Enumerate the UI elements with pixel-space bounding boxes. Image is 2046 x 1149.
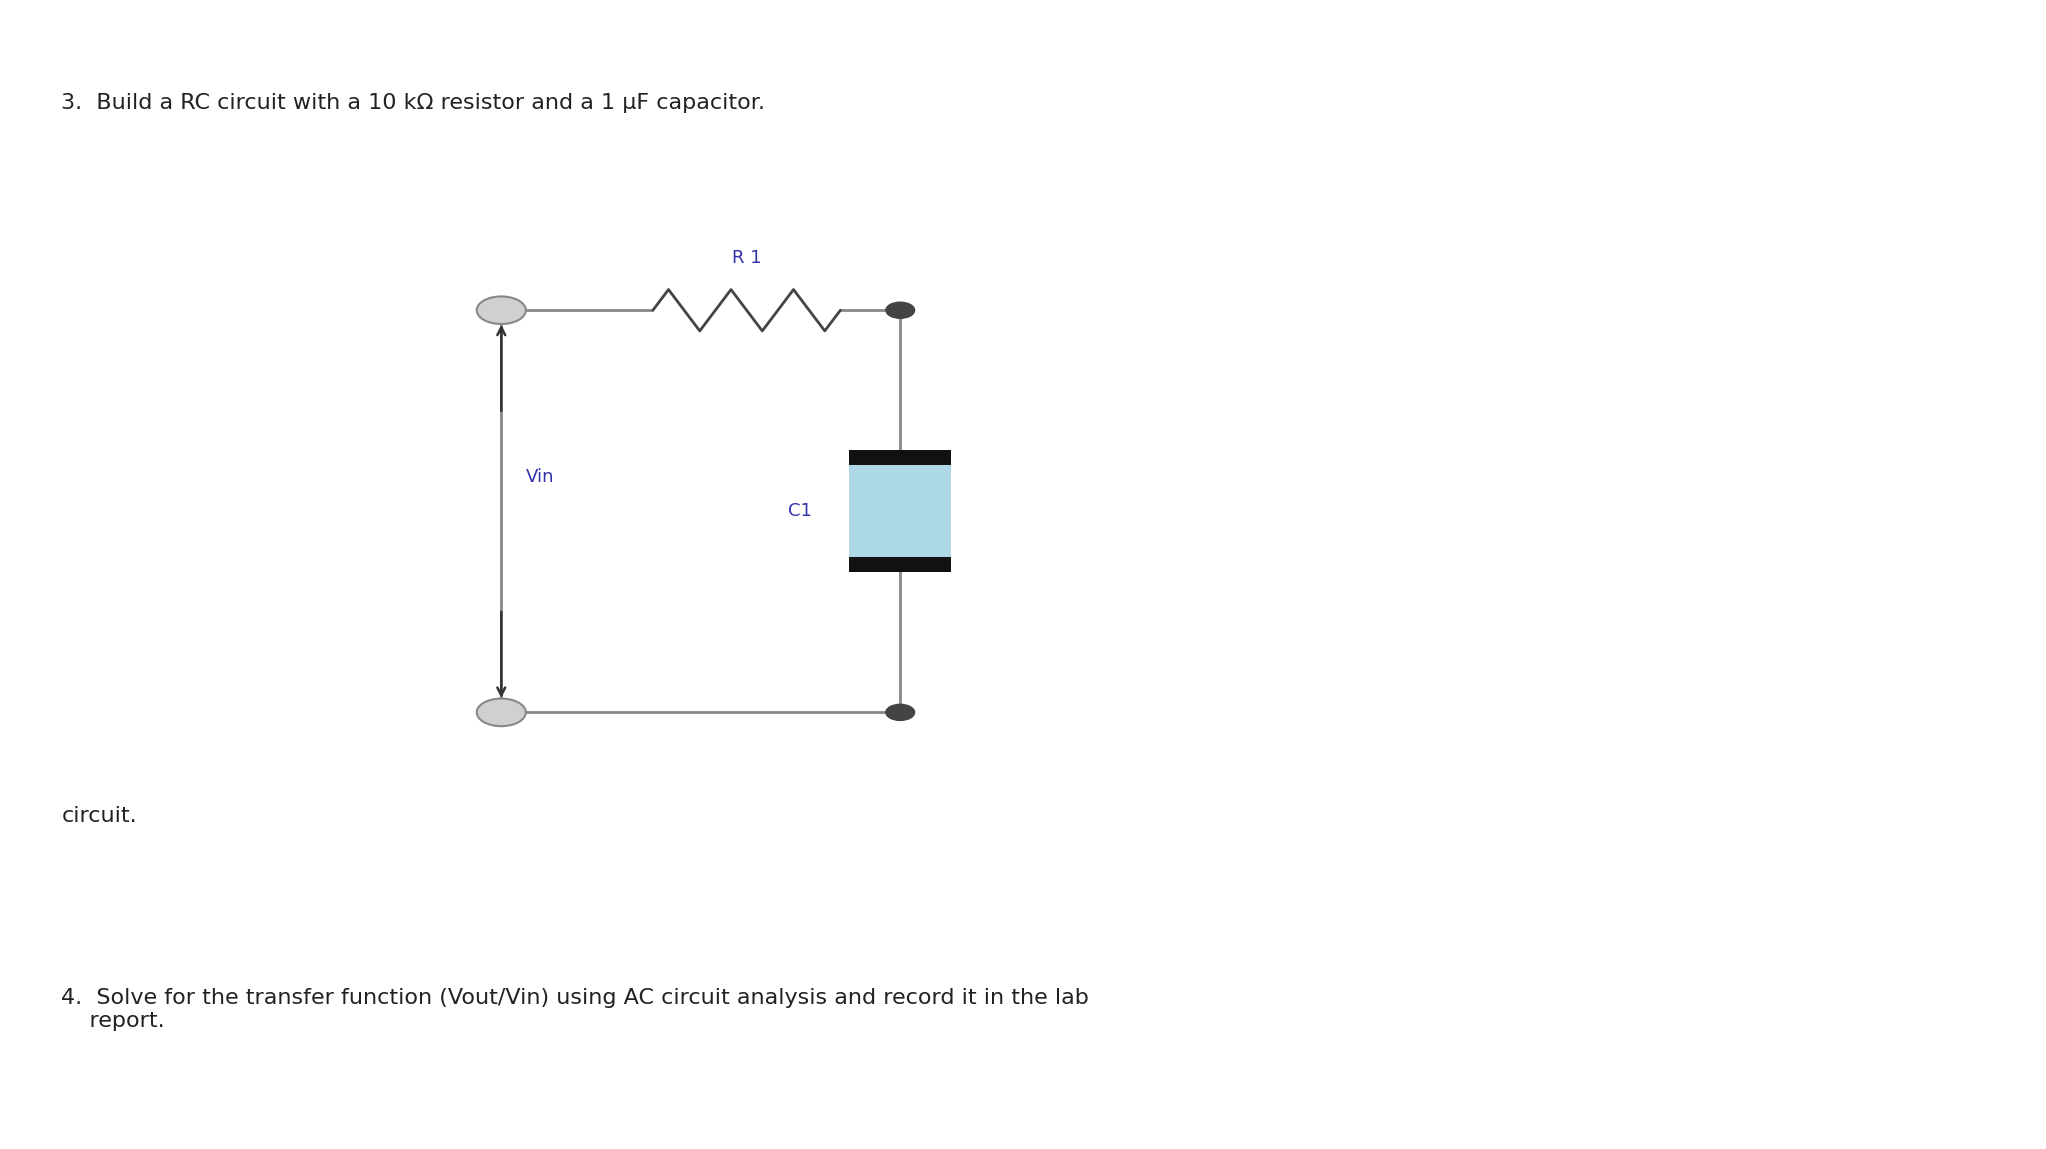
Text: circuit.: circuit.	[61, 805, 137, 826]
Text: C1: C1	[788, 502, 812, 520]
Text: R 1: R 1	[732, 248, 761, 267]
Bar	[849, 557, 951, 572]
Bar	[849, 465, 951, 557]
Circle shape	[477, 699, 526, 726]
Text: 4.  Solve for the transfer function (Vout/Vin) using AC circuit analysis and rec: 4. Solve for the transfer function (Vout…	[61, 988, 1088, 1032]
Bar	[849, 450, 951, 465]
Circle shape	[886, 302, 915, 318]
Text: 3.  Build a RC circuit with a 10 kΩ resistor and a 1 μF capacitor.: 3. Build a RC circuit with a 10 kΩ resis…	[61, 93, 765, 114]
Circle shape	[477, 296, 526, 324]
Circle shape	[886, 704, 915, 720]
Text: Vin: Vin	[526, 468, 554, 486]
